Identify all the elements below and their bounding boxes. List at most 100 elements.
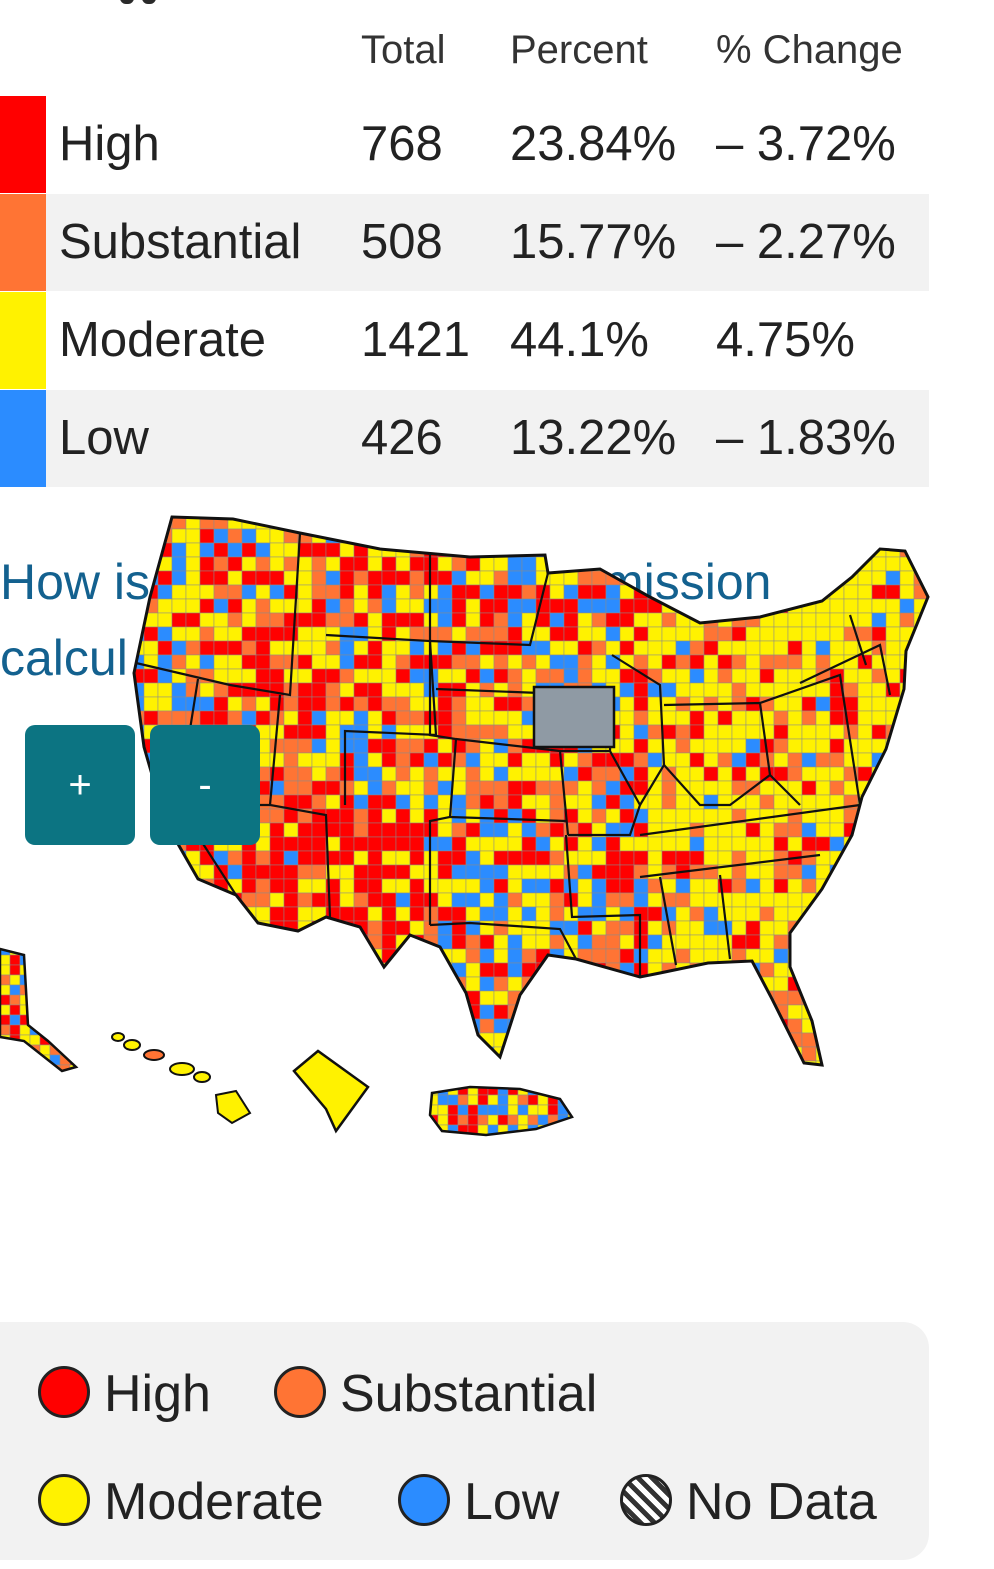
county-cell[interactable] bbox=[381, 1004, 397, 1020]
county-cell[interactable] bbox=[423, 1032, 439, 1048]
county-cell[interactable] bbox=[647, 1060, 663, 1075]
county-cell[interactable] bbox=[493, 598, 509, 614]
county-cell[interactable] bbox=[605, 626, 621, 642]
county-cell[interactable] bbox=[171, 570, 187, 586]
county-cell[interactable] bbox=[311, 850, 327, 866]
county-cell[interactable] bbox=[451, 570, 467, 586]
county-cell[interactable] bbox=[283, 542, 299, 558]
county-cell[interactable] bbox=[311, 976, 327, 992]
county-cell[interactable] bbox=[507, 878, 523, 894]
county-cell[interactable] bbox=[297, 612, 313, 628]
county-cell[interactable] bbox=[451, 1004, 467, 1020]
county-cell[interactable] bbox=[311, 934, 327, 950]
county-cell[interactable] bbox=[325, 626, 341, 642]
county-cell[interactable] bbox=[227, 556, 243, 572]
county-cell[interactable] bbox=[39, 1024, 51, 1036]
county-cell[interactable] bbox=[745, 766, 761, 782]
county-cell[interactable] bbox=[507, 752, 523, 768]
county-cell[interactable] bbox=[297, 1032, 313, 1048]
county-cell[interactable] bbox=[325, 570, 341, 586]
county-cell[interactable] bbox=[213, 1018, 229, 1034]
county-cell[interactable] bbox=[227, 668, 243, 684]
county-cell[interactable] bbox=[451, 864, 467, 880]
county-cell[interactable] bbox=[451, 710, 467, 726]
county-cell[interactable] bbox=[171, 682, 187, 698]
county-cell[interactable] bbox=[717, 556, 733, 572]
county-cell[interactable] bbox=[815, 640, 831, 656]
county-cell[interactable] bbox=[745, 654, 761, 670]
county-cell[interactable] bbox=[689, 766, 705, 782]
county-cell[interactable] bbox=[815, 724, 831, 740]
county-cell[interactable] bbox=[759, 892, 775, 908]
county-cell[interactable] bbox=[591, 766, 607, 782]
county-cell[interactable] bbox=[185, 640, 201, 656]
county-cell[interactable] bbox=[381, 892, 397, 908]
county-cell[interactable] bbox=[717, 570, 733, 586]
county-cell[interactable] bbox=[801, 696, 817, 712]
county-cell[interactable] bbox=[199, 696, 215, 712]
county-cell[interactable] bbox=[717, 1046, 733, 1062]
county-cell[interactable] bbox=[465, 1060, 481, 1075]
county-cell[interactable] bbox=[549, 878, 565, 894]
county-cell[interactable] bbox=[0, 954, 11, 966]
county-cell[interactable] bbox=[899, 1060, 915, 1075]
county-cell[interactable] bbox=[557, 1124, 569, 1135]
county-cell[interactable] bbox=[703, 1046, 719, 1062]
county-cell[interactable] bbox=[577, 528, 593, 544]
county-cell[interactable] bbox=[773, 738, 789, 754]
county-cell[interactable] bbox=[759, 682, 775, 698]
county-cell[interactable] bbox=[479, 598, 495, 614]
county-cell[interactable] bbox=[899, 836, 915, 852]
county-cell[interactable] bbox=[871, 598, 887, 614]
county-cell[interactable] bbox=[213, 710, 229, 726]
county-cell[interactable] bbox=[39, 974, 51, 986]
county-cell[interactable] bbox=[507, 962, 523, 978]
county-cell[interactable] bbox=[885, 808, 901, 824]
county-cell[interactable] bbox=[227, 906, 243, 922]
county-cell[interactable] bbox=[409, 556, 425, 572]
county-cell[interactable] bbox=[143, 906, 159, 922]
county-cell[interactable] bbox=[493, 808, 509, 824]
county-cell[interactable] bbox=[143, 1004, 159, 1020]
county-cell[interactable] bbox=[325, 752, 341, 768]
county-cell[interactable] bbox=[381, 878, 397, 894]
county-cell[interactable] bbox=[927, 696, 942, 712]
county-cell[interactable] bbox=[675, 570, 691, 586]
county-cell[interactable] bbox=[535, 752, 551, 768]
county-cell[interactable] bbox=[703, 1032, 719, 1048]
county-cell[interactable] bbox=[381, 1046, 397, 1062]
county-cell[interactable] bbox=[339, 878, 355, 894]
county-cell[interactable] bbox=[157, 1018, 173, 1034]
county-cell[interactable] bbox=[605, 976, 621, 992]
county-cell[interactable] bbox=[339, 542, 355, 558]
county-cell[interactable] bbox=[339, 626, 355, 642]
county-cell[interactable] bbox=[353, 584, 369, 600]
county-cell[interactable] bbox=[157, 878, 173, 894]
county-cell[interactable] bbox=[549, 515, 565, 530]
county-cell[interactable] bbox=[717, 1004, 733, 1020]
county-cell[interactable] bbox=[591, 752, 607, 768]
county-cell[interactable] bbox=[535, 654, 551, 670]
county-cell[interactable] bbox=[913, 962, 928, 978]
county-cell[interactable] bbox=[171, 654, 187, 670]
county-cell[interactable] bbox=[927, 640, 942, 656]
county-cell[interactable] bbox=[619, 668, 635, 684]
county-cell[interactable] bbox=[339, 892, 355, 908]
county-cell[interactable] bbox=[661, 668, 677, 684]
county-cell[interactable] bbox=[787, 1004, 803, 1020]
county-cell[interactable] bbox=[605, 598, 621, 614]
county-cell[interactable] bbox=[465, 1046, 481, 1062]
county-cell[interactable] bbox=[661, 556, 677, 572]
county-cell[interactable] bbox=[927, 808, 942, 824]
county-cell[interactable] bbox=[395, 836, 411, 852]
county-cell[interactable] bbox=[577, 920, 593, 936]
county-cell[interactable] bbox=[549, 1060, 565, 1075]
county-cell[interactable] bbox=[815, 570, 831, 586]
county-cell[interactable] bbox=[130, 864, 145, 880]
county-cell[interactable] bbox=[759, 598, 775, 614]
county-cell[interactable] bbox=[59, 984, 71, 996]
county-cell[interactable] bbox=[843, 584, 859, 600]
county-cell[interactable] bbox=[437, 990, 453, 1006]
county-cell[interactable] bbox=[885, 640, 901, 656]
county-cell[interactable] bbox=[717, 542, 733, 558]
